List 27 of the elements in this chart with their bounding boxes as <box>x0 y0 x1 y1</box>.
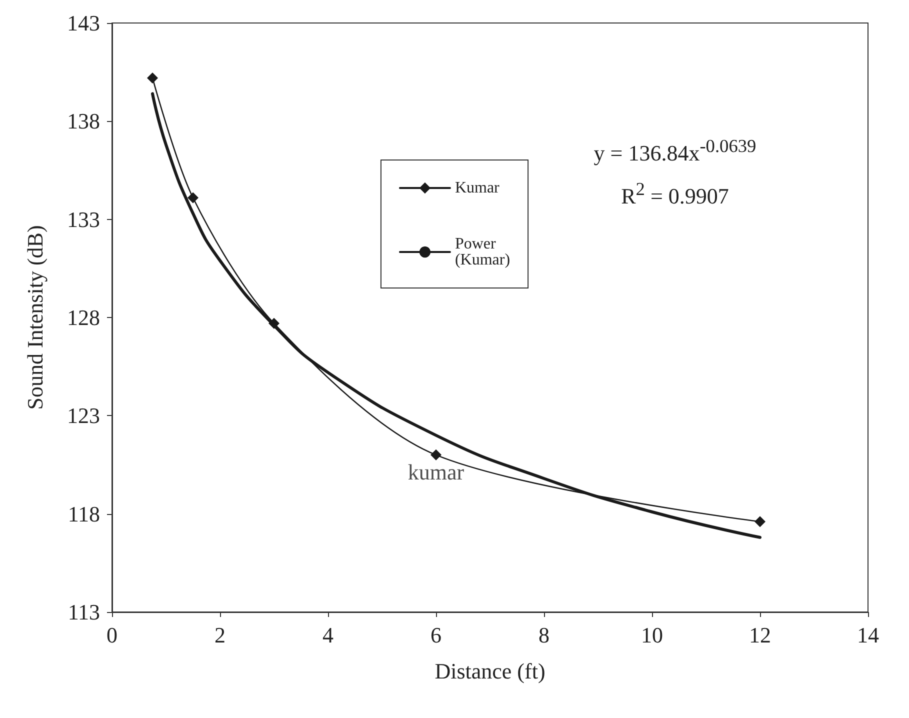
point <box>268 318 280 329</box>
point <box>188 192 198 204</box>
annotation: R$^{2}$ = 0.9907 <box>620 178 730 211</box>
x-tick-label: 10 <box>641 622 663 648</box>
y-tick-label: 123 <box>67 403 100 428</box>
y-tick-label: 128 <box>67 305 100 330</box>
x-axis-title: Distance (ft) <box>434 658 546 684</box>
x-tick-label: 14 <box>857 622 879 648</box>
point <box>147 72 158 84</box>
point <box>754 516 766 528</box>
legend-label: Power (Kumar) <box>454 236 510 268</box>
x-tick-label: 8 <box>538 622 550 648</box>
x-tick-label: 0 <box>106 622 118 648</box>
x-tick-label: 4 <box>322 622 334 648</box>
y-tick-label: 118 <box>68 501 100 526</box>
point <box>430 449 442 460</box>
x-tick-label: 6 <box>430 622 442 648</box>
annotation: y = 136.84x$^{-0.0639}$ <box>592 135 758 168</box>
y-tick-label: 133 <box>67 206 100 232</box>
y-tick-label: 113 <box>68 600 100 624</box>
annotation: kumar <box>408 459 465 484</box>
y-tick-label: 138 <box>67 108 100 134</box>
x-tick-label: 12 <box>749 622 771 648</box>
y-axis-title: Sound Intensity (dB) <box>22 225 48 410</box>
y-tick-label: 143 <box>67 10 100 36</box>
x-tick-label: 2 <box>214 622 226 648</box>
legend-label: Kumar <box>454 180 500 196</box>
